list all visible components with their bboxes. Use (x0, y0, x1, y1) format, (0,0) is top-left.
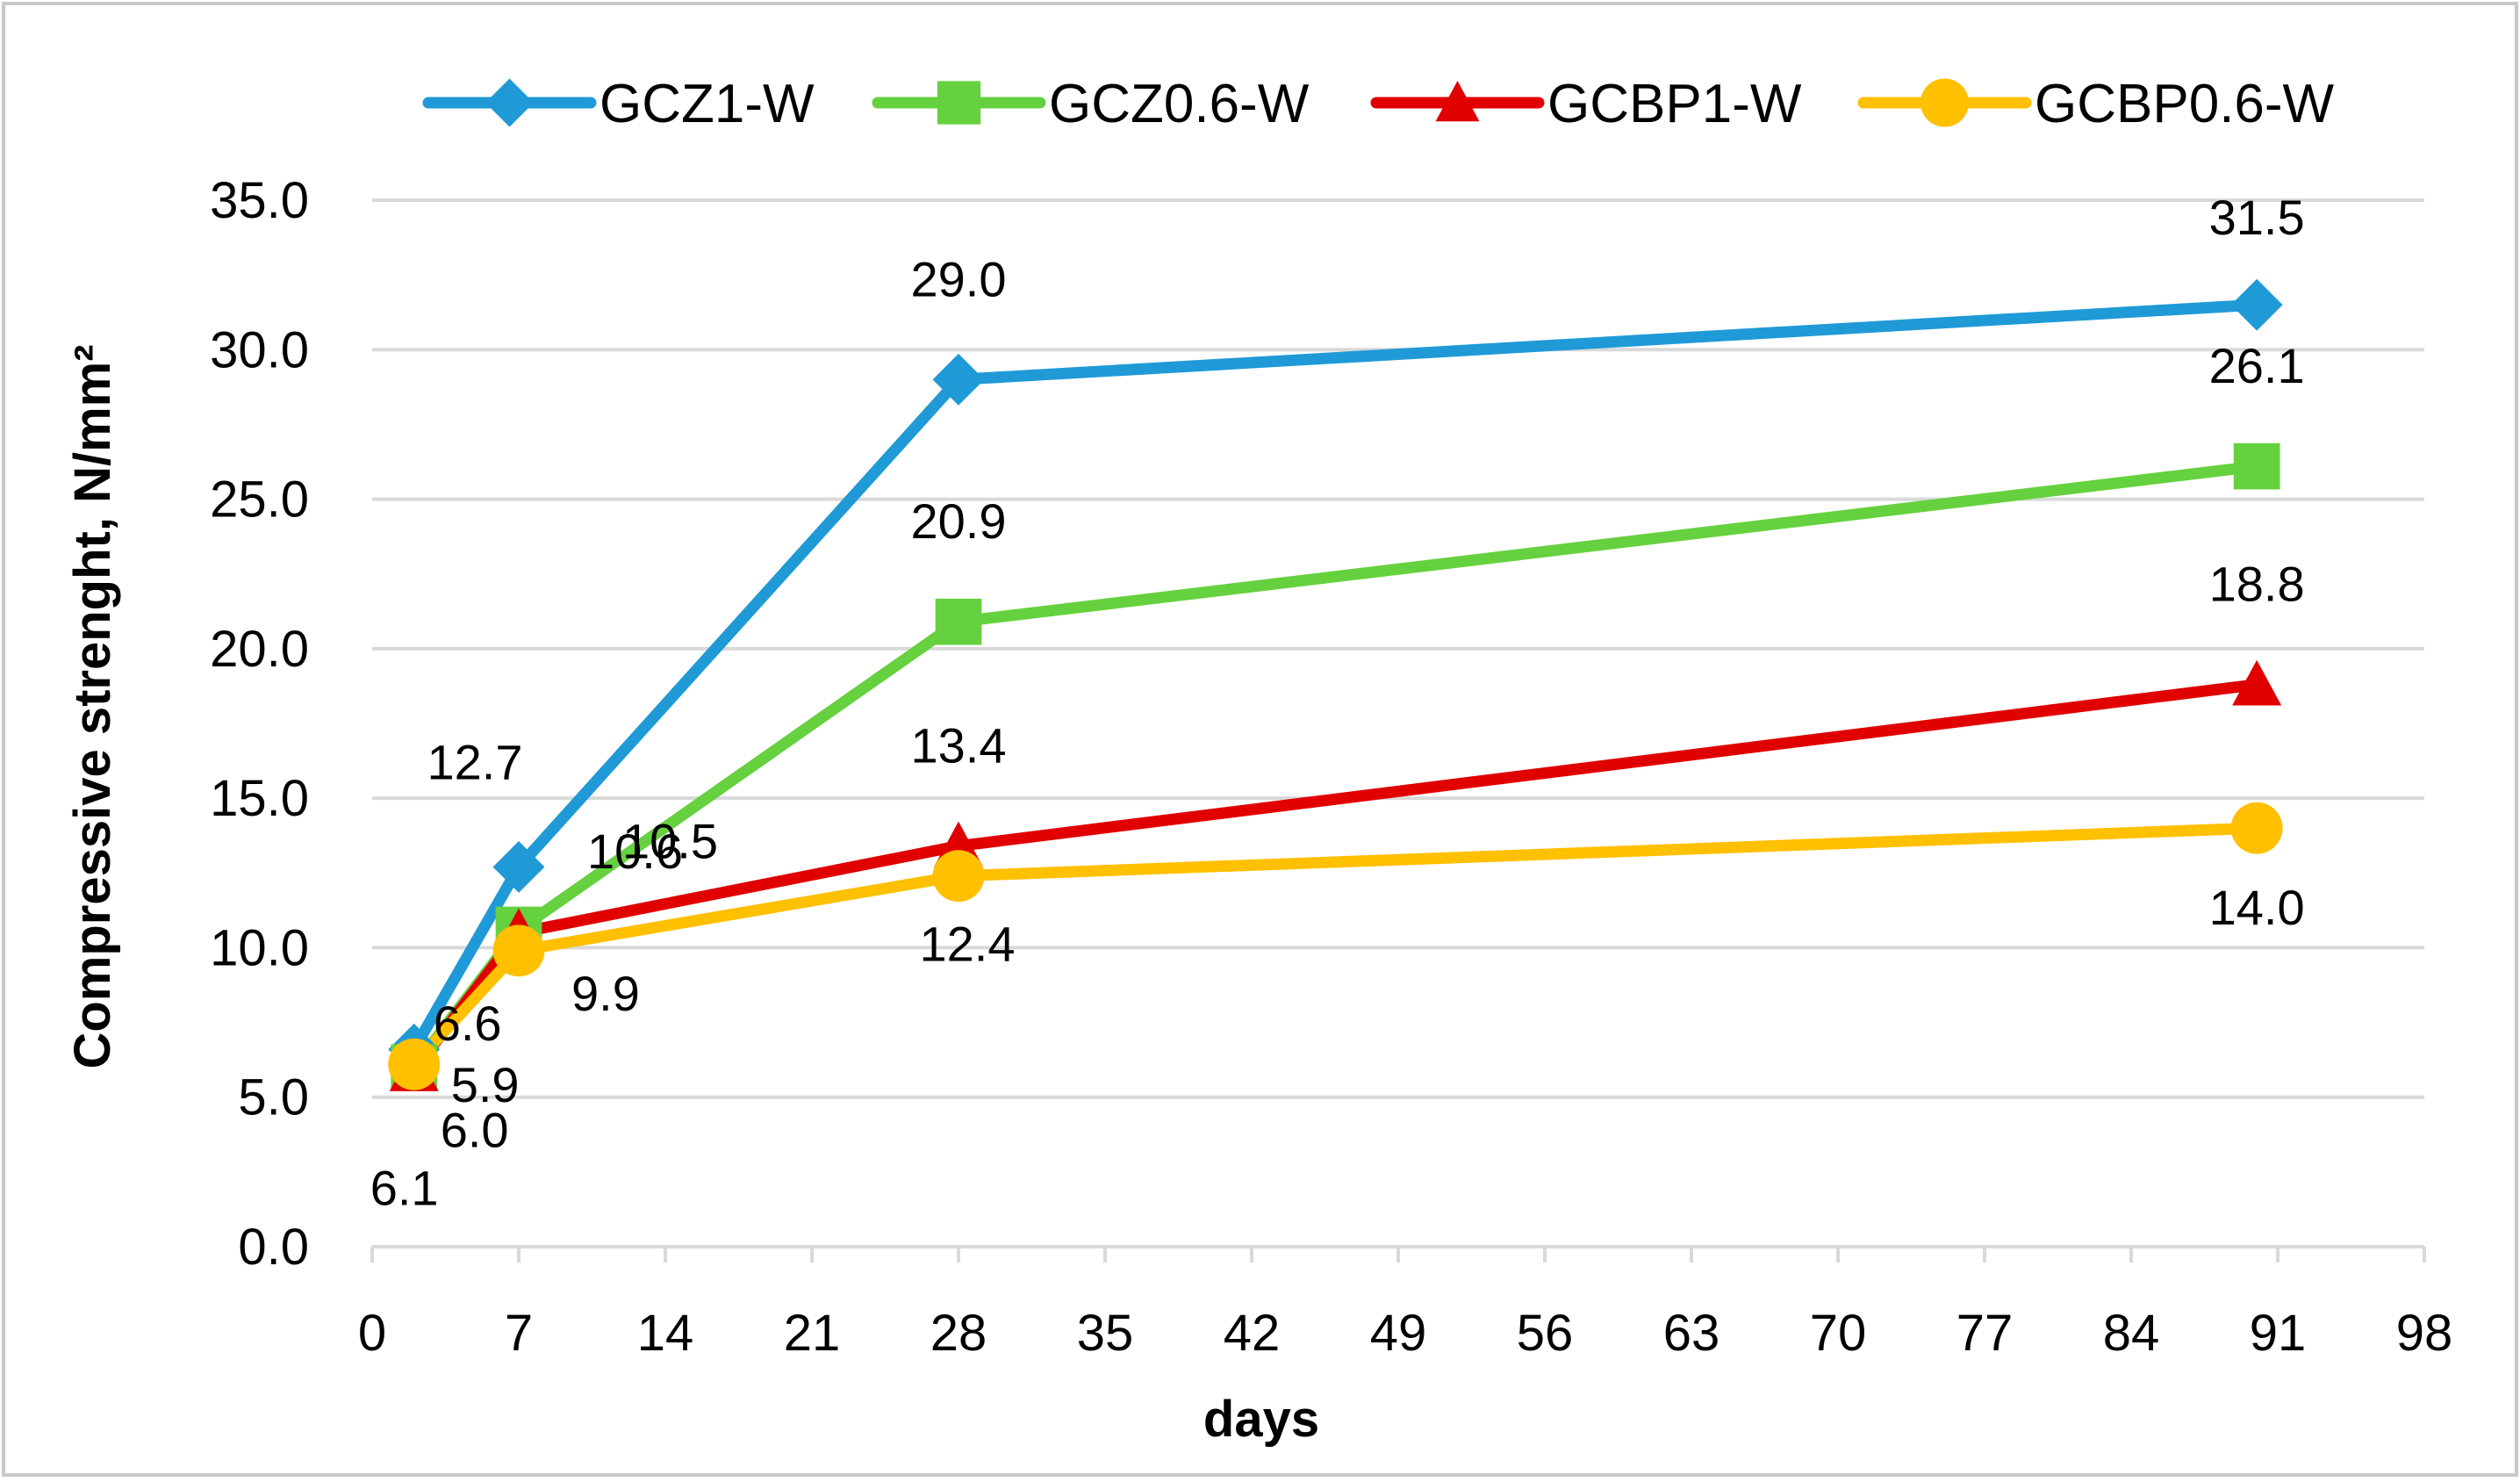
data-point-gcbp0-6-w (492, 924, 545, 977)
x-tick-label: 42 (1224, 1305, 1281, 1362)
legend-marker (1435, 81, 1480, 122)
data-point-gcz0-6-w (2233, 442, 2280, 490)
data-label: 12.7 (427, 734, 523, 789)
x-tick-label: 35 (1077, 1305, 1134, 1362)
legend-marker (1920, 78, 1970, 127)
y-tick-label: 0.0 (238, 1219, 309, 1276)
legend-label: GCZ0.6-W (1049, 74, 1310, 134)
data-point-gcz1-w (492, 841, 545, 893)
y-tick-label: 25.0 (210, 471, 309, 529)
data-point-gcbp0-6-w (932, 850, 985, 903)
x-tick-label: 49 (1370, 1305, 1427, 1362)
y-tick-label: 35.0 (210, 172, 309, 229)
x-tick-label: 63 (1663, 1305, 1720, 1362)
series-line-gcz1-w (408, 299, 2263, 1055)
data-label: 31.5 (2209, 190, 2305, 245)
x-tick-label: 56 (1517, 1305, 1574, 1362)
data-label: 10.6 (587, 824, 683, 879)
y-axis: 0.0 5.0 10.0 15.0 20.0 25.0 30.0 35.0 (210, 172, 309, 1276)
x-tick-label: 28 (930, 1305, 987, 1362)
data-label: 18.8 (2209, 557, 2305, 612)
legend-label: GCBP0.6-W (2035, 74, 2335, 134)
legend-label: GCZ1-W (599, 74, 815, 134)
x-tick-label: 84 (2103, 1305, 2160, 1362)
x-tick-label: 91 (2250, 1305, 2307, 1362)
data-label: 20.9 (911, 493, 1007, 549)
x-axis: 0 7 14 21 28 35 42 49 56 63 70 77 84 91 98 (358, 1245, 2453, 1362)
x-tick-label: 14 (637, 1305, 694, 1362)
data-point-gcz0-6-w (935, 598, 982, 645)
y-tick-label: 20.0 (210, 621, 309, 678)
data-label: 10.5 (622, 813, 718, 868)
x-tick-label: 0 (358, 1305, 386, 1362)
data-label: 9.9 (571, 966, 640, 1021)
data-labels: 6.6 12.7 29.0 31.5 6.0 10.6 20.9 26.1 5.9 10.5 13.… (370, 190, 2305, 1215)
series-line-gcbp0-6-w (408, 822, 2263, 1070)
y-tick-label: 10.0 (210, 919, 309, 976)
legend-marker (485, 78, 535, 127)
data-point-gcbp1-w (2232, 659, 2282, 706)
y-tick-label: 30.0 (210, 321, 309, 378)
legend-label: GCBP1-W (1547, 74, 1802, 134)
series-markers (388, 278, 2283, 1091)
data-label: 12.4 (920, 917, 1016, 972)
data-label: 29.0 (911, 251, 1007, 306)
data-point-gcz1-w (932, 353, 985, 406)
data-point-gcbp0-6-w (2230, 802, 2283, 854)
x-tick-label: 7 (505, 1305, 533, 1362)
data-point-gcz1-w (2230, 278, 2283, 331)
data-label: 5.9 (451, 1057, 520, 1112)
series-lines (408, 299, 2263, 1076)
data-label: 6.6 (434, 996, 502, 1051)
data-label: 13.4 (911, 718, 1007, 773)
legend-marker (937, 81, 981, 125)
x-tick-label: 98 (2396, 1305, 2453, 1362)
legend: GCZ1-W GCZ0.6-W GCBP1-W GCBP0.6-W (422, 74, 2335, 134)
y-tick-label: 15.0 (210, 770, 309, 827)
y-tick-label: 5.0 (238, 1069, 309, 1126)
y-axis-title: Compressive strenght, N/mm² (64, 344, 121, 1068)
data-label: 26.1 (2209, 338, 2305, 393)
data-label: 14.0 (2209, 880, 2305, 935)
x-axis-title: days (1203, 1391, 1319, 1448)
data-label: 6.0 (441, 1103, 509, 1158)
x-tick-label: 21 (784, 1305, 841, 1362)
data-label: 6.1 (370, 1160, 439, 1215)
x-tick-label: 77 (1956, 1305, 2014, 1362)
x-tick-label: 70 (1810, 1305, 1867, 1362)
data-point-gcbp0-6-w (388, 1038, 441, 1090)
